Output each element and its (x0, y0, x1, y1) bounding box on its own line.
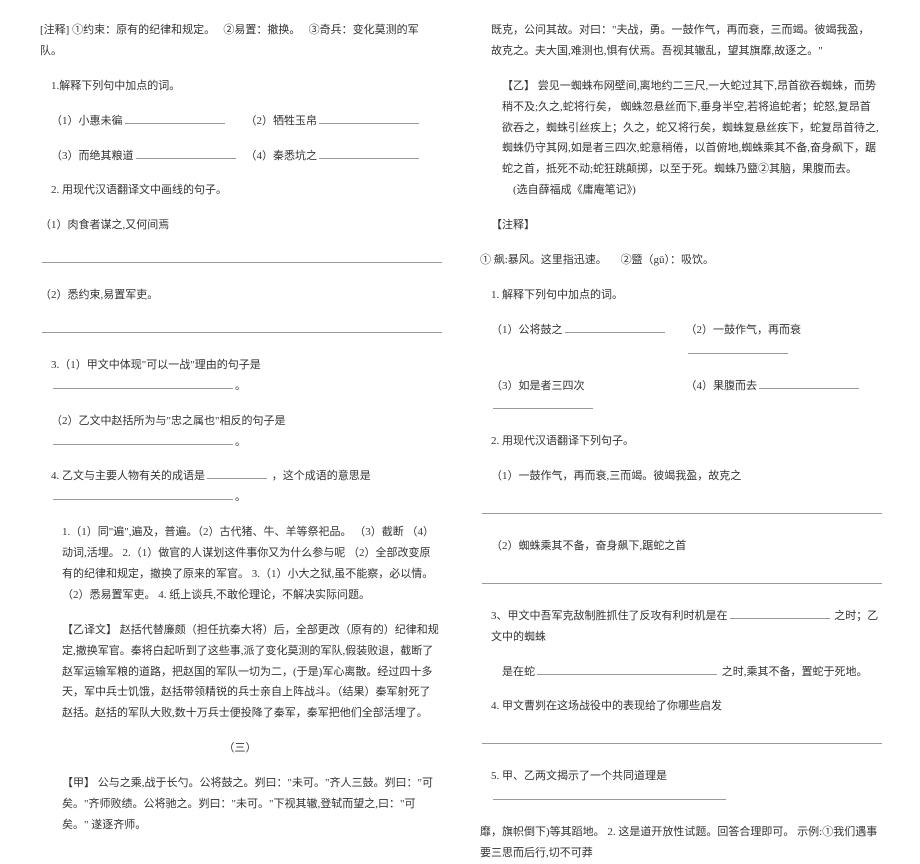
rq1-row1: （1）公将鼓之 （2）一鼓作气，再而衰 (480, 320, 880, 362)
q1-row2: （3）而绝其粮道 （4）秦悉坑之 (40, 146, 440, 167)
notes-line: [注释] ①约束：原有的纪律和规定。 ②易置：撤换。 ③奇兵：变化莫测的军队。 (40, 20, 440, 62)
blank-line-1 (40, 250, 440, 271)
rq4: 4. 甲文曹刿在这场战役中的表现给了你哪些启发 (480, 696, 880, 717)
q2-1: （1）肉食者谋之,又何间焉 (40, 215, 440, 236)
r-p1: 既克，公问其故。对曰："夫战，勇。一鼓作气，再而衰，三而竭。彼竭我盈，故克之。夫… (480, 20, 880, 62)
blank (53, 434, 233, 445)
blank (53, 378, 233, 389)
blank (207, 468, 267, 479)
blank-line-2 (40, 320, 440, 341)
blank (537, 664, 717, 675)
yi-label: 【乙】 (502, 80, 535, 92)
rq1-3: （3）如是者三四次 (491, 376, 686, 418)
blank (482, 733, 882, 744)
note-1: ①约束：原有的纪律和规定。 (72, 24, 215, 36)
blank (482, 503, 882, 514)
rq5a: 5. 甲、乙两文揭示了一个共同道理是 (480, 766, 880, 808)
q1-4: （4）秦悉坑之 (246, 146, 441, 167)
q1-3: （3）而绝其粮道 (51, 146, 246, 167)
section-3: （三） (40, 738, 440, 759)
source: (选自薛福成《庸庵笔记》) (513, 184, 636, 196)
jia-label: 【甲】 (62, 777, 95, 789)
rq3a: 3、甲文中吾军克敌制胜抓住了反攻有利时机是在 之时；乙文中的蜘蛛 (480, 606, 880, 648)
zhu-row: ① 飙:暴风。这里指迅速。 ②盬（gǔ）：吸饮。 (480, 250, 880, 271)
blank (136, 148, 236, 159)
right-column: 既克，公问其故。对曰："夫战，勇。一鼓作气，再而衰，三而竭。彼竭我盈，故克之。夫… (480, 20, 880, 631)
rq3b: 是在蛇 之时,乘其不备，置蛇于死地。 (480, 662, 880, 683)
zhu2: ②盬（gǔ）：吸饮。 (621, 254, 715, 266)
rblank2 (480, 571, 880, 592)
rq1-2: （2）一鼓作气，再而衰 (686, 320, 881, 362)
zhu-label: 【注释】 (480, 215, 880, 236)
blank (482, 573, 882, 584)
rq5b: 靡，旗帜倒下)等其蹈地。 2. 这是道开放性试题。回答合理即可。 示例:①我们遇… (480, 822, 880, 864)
blank (730, 608, 830, 619)
blank (493, 789, 726, 800)
zhu1: ① 飙:暴风。这里指迅速。 (480, 254, 607, 266)
blank (42, 252, 442, 263)
blank (759, 378, 859, 389)
blank (565, 322, 665, 333)
q1-row1: （1）小惠未徧 （2）牺牲玉帛 (40, 111, 440, 132)
answers: 1.（1）同"遍",遍及，普遍。（2）古代猪、牛、羊等祭祀品。 （3）截断 （4… (40, 522, 440, 606)
rq1-1: （1）公将鼓之 (491, 320, 686, 362)
rq1-4: （4）果腹而去 (686, 376, 881, 418)
yi-body: 尝见一蜘蛛布网壁间,离地约二三尺,一大蛇过其下,昂首欲吞蜘蛛，而势稍不及;久之,… (502, 80, 879, 176)
jia-body: 公与之乘,战于长勺。公将鼓之。刿曰："未可。"齐人三鼓。刿曰："可矣。"齐师败绩… (62, 777, 433, 831)
note-label: [注释] (40, 24, 69, 36)
yi-text: 【乙】 尝见一蜘蛛布网壁间,离地约二三尺,一大蛇过其下,昂首欲吞蜘蛛，而势稍不及… (480, 76, 880, 201)
trans-label: 【乙译文】 (62, 624, 117, 636)
blank (42, 322, 442, 333)
trans-text: 赵括代替廉颇（担任抗秦大将）后，全部更改（原有的）纪律和规定,撤换军官。秦将白起… (62, 624, 439, 720)
q1: 1.解释下列句中加点的词。 (40, 76, 440, 97)
blank (53, 489, 233, 500)
left-column: [注释] ①约束：原有的纪律和规定。 ②易置：撤换。 ③奇兵：变化莫测的军队。 … (40, 20, 440, 631)
q2: 2. 用现代汉语翻译文中画线的句子。 (40, 180, 440, 201)
blank (319, 148, 419, 159)
translation: 【乙译文】 赵括代替廉颇（担任抗秦大将）后，全部更改（原有的）纪律和规定,撤换军… (40, 620, 440, 724)
rq2: 2. 用现代汉语翻译下列句子。 (480, 431, 880, 452)
jia-text: 【甲】 公与之乘,战于长勺。公将鼓之。刿曰："未可。"齐人三鼓。刿曰："可矣。"… (40, 773, 440, 836)
rq1-row2: （3）如是者三四次 （4）果腹而去 (480, 376, 880, 418)
blank (688, 343, 788, 354)
rblank3 (480, 731, 880, 752)
note-2: ②易置：撤换。 (223, 24, 300, 36)
rq2-1: （1）一鼓作气，再而衰,三而竭。彼竭我盈，故克之 (480, 466, 880, 487)
rblank1 (480, 501, 880, 522)
rq1: 1. 解释下列句中加点的词。 (480, 285, 880, 306)
q3b: （2）乙文中赵括所为与"忠之属也"相反的句子是。 (40, 411, 440, 453)
rq2-2: （2）蜘蛛乘其不备，奋身飙下,踞蛇之首 (480, 536, 880, 557)
blank (319, 113, 419, 124)
q4: 4. 乙文与主要人物有关的成语是 ，这个成语的意思是。 (40, 466, 440, 508)
blank (125, 113, 225, 124)
q2-2: （2）悉约束,易置军吏。 (40, 285, 440, 306)
blank (493, 398, 593, 409)
q1-1: （1）小惠未徧 (51, 111, 246, 132)
q1-2: （2）牺牲玉帛 (246, 111, 441, 132)
q3a: 3.（1）甲文中体现"可以一战"理由的句子是。 (40, 355, 440, 397)
